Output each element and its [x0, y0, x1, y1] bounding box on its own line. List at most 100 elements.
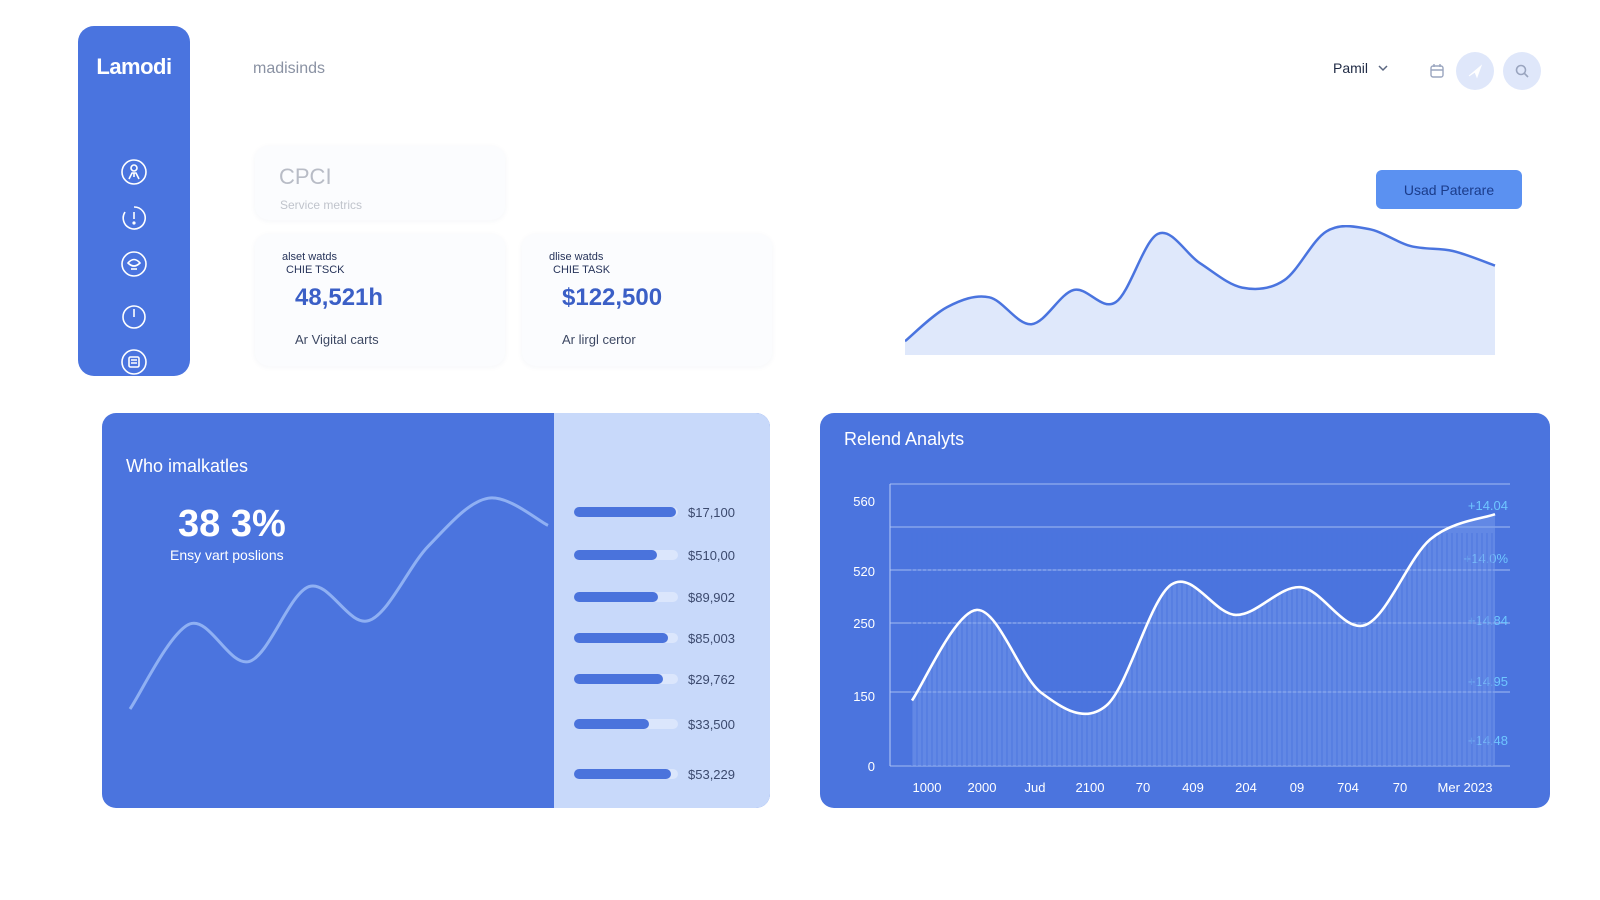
document-icon — [121, 349, 147, 375]
right-axis-label: +14.48 — [1468, 733, 1508, 748]
search-icon — [1515, 64, 1529, 78]
bar-fill — [574, 674, 664, 684]
x-tick-label: 70 — [1393, 780, 1407, 795]
kpi-curve-line — [128, 496, 549, 710]
bar-track — [574, 550, 678, 560]
metric-card[interactable]: dlise watds CHIE TASK $122,500 Ar lirgl … — [522, 234, 772, 366]
send-button[interactable] — [1456, 52, 1494, 90]
calendar-icon — [1430, 64, 1444, 78]
y-tick-label: 520 — [853, 564, 875, 579]
metric-caption: alset watds — [282, 251, 338, 263]
bar-row: $85,003 — [574, 630, 764, 646]
metric-footer: Ar Vigital carts — [295, 332, 379, 347]
bar-track — [574, 592, 678, 602]
metric-card[interactable]: alset watds CHIE TSCK 48,521h Ar Vigital… — [255, 234, 505, 366]
bar-fill — [574, 633, 668, 643]
user-name: Pamil — [1333, 60, 1369, 76]
kpi-panel-title: Who imalkatles — [126, 456, 249, 476]
trend-line — [905, 225, 1496, 343]
bar-track — [574, 719, 678, 729]
bar-value: $29,762 — [688, 671, 735, 687]
x-tick-label: 409 — [1182, 780, 1204, 795]
bar-track — [574, 633, 678, 643]
power-icon — [122, 305, 146, 329]
y-tick-label: 150 — [853, 689, 875, 704]
bar-value: $33,500 — [688, 716, 735, 732]
right-axis-label: +14.95 — [1468, 674, 1508, 689]
bar-row: $53,229 — [574, 766, 764, 782]
summary-card: CPCI Service metrics — [255, 146, 505, 220]
bar-fill — [574, 769, 671, 779]
x-tick-label: 09 — [1290, 780, 1304, 795]
sidebar-item-documents[interactable] — [78, 342, 190, 382]
calendar-button[interactable] — [1418, 52, 1456, 90]
trend-area-fill — [905, 226, 1495, 355]
sidebar-item-messages[interactable] — [78, 244, 190, 284]
bar-row: $33,500 — [574, 716, 764, 732]
bar-track — [574, 769, 678, 779]
analytics-panel: Relend Analyts 0 150 250 520 560 1000 2000 Jud 2… — [820, 413, 1550, 808]
bar-row: $17,100 — [574, 504, 764, 520]
chevron-down-icon — [1378, 65, 1388, 72]
analytics-title: Relend Analyts — [844, 429, 965, 449]
y-tick-label: 0 — [868, 759, 875, 774]
x-tick-label: 2000 — [968, 780, 997, 795]
analytics-chart: 0 150 250 520 560 1000 2000 Jud 2100 70 409 204 09 70… — [853, 483, 1510, 795]
x-tick-label: 704 — [1337, 780, 1359, 795]
kpi-subtitle: Ensy vart poslions — [170, 547, 284, 563]
bar-value: $17,100 — [688, 504, 735, 520]
bar-value: $89,902 — [688, 589, 735, 605]
x-tick-label: Mer 2023 — [1438, 780, 1493, 795]
x-tick-label: 70 — [1136, 780, 1150, 795]
y-tick-label: 560 — [853, 494, 875, 509]
y-tick-label: 250 — [853, 616, 875, 631]
kpi-panel: Who imalkatles 38 3% Ensy vart poslions … — [102, 413, 770, 808]
bar-fill — [574, 550, 658, 560]
summary-title: CPCI — [279, 164, 332, 189]
bar-list-column — [554, 413, 770, 808]
primary-action-button[interactable]: Usad Paterare — [1376, 170, 1522, 209]
x-tick-label: 2100 — [1076, 780, 1105, 795]
person-icon — [121, 159, 147, 185]
metric-label: CHIE TASK — [553, 264, 611, 276]
kpi-trend-curve — [128, 496, 549, 710]
send-icon — [1468, 64, 1483, 79]
trend-area-chart — [905, 225, 1496, 355]
x-tick-label: 1000 — [913, 780, 942, 795]
bar-track — [574, 674, 678, 684]
bar-value: $85,003 — [688, 630, 735, 646]
bar-value: $510,00 — [688, 547, 735, 563]
x-tick-label: 204 — [1235, 780, 1257, 795]
breadcrumb: madisinds — [253, 60, 326, 77]
bar-row: $89,902 — [574, 589, 764, 605]
metric-value: $122,500 — [562, 284, 663, 311]
bar-value: $53,229 — [688, 766, 735, 782]
right-axis-label: +14.04 — [1468, 498, 1508, 513]
search-button[interactable] — [1503, 52, 1541, 90]
bar-fill — [574, 719, 649, 729]
sidebar: Lamodi — [78, 26, 190, 376]
sidebar-item-timer[interactable] — [78, 198, 190, 238]
analytics-line — [910, 512, 1496, 716]
bar-row: $510,00 — [574, 547, 764, 563]
metric-value: 48,521h — [295, 284, 384, 311]
metric-footer: Ar lirgl certor — [562, 332, 636, 347]
sidebar-item-power[interactable] — [78, 296, 190, 336]
bar-track — [574, 507, 678, 517]
sidebar-item-profile[interactable] — [78, 152, 190, 192]
kpi-value: 38 3% — [178, 503, 286, 545]
metric-label: CHIE TSCK — [286, 264, 345, 276]
right-axis-label: +14.0% — [1464, 551, 1509, 566]
right-axis-label: +14.84 — [1468, 613, 1508, 628]
timer-icon — [122, 206, 146, 230]
analytics-area-fill — [912, 514, 1495, 766]
bar-fill — [574, 507, 676, 517]
bar-row: $29,762 — [574, 671, 764, 687]
metric-caption: dlise watds — [549, 251, 604, 263]
x-tick-label: Jud — [1025, 780, 1046, 795]
app-logo: Lamodi — [96, 54, 172, 79]
bar-fill — [574, 592, 659, 602]
summary-subtitle: Service metrics — [280, 198, 363, 212]
user-menu[interactable]: Pamil — [1333, 60, 1390, 76]
chat-icon — [121, 251, 147, 277]
